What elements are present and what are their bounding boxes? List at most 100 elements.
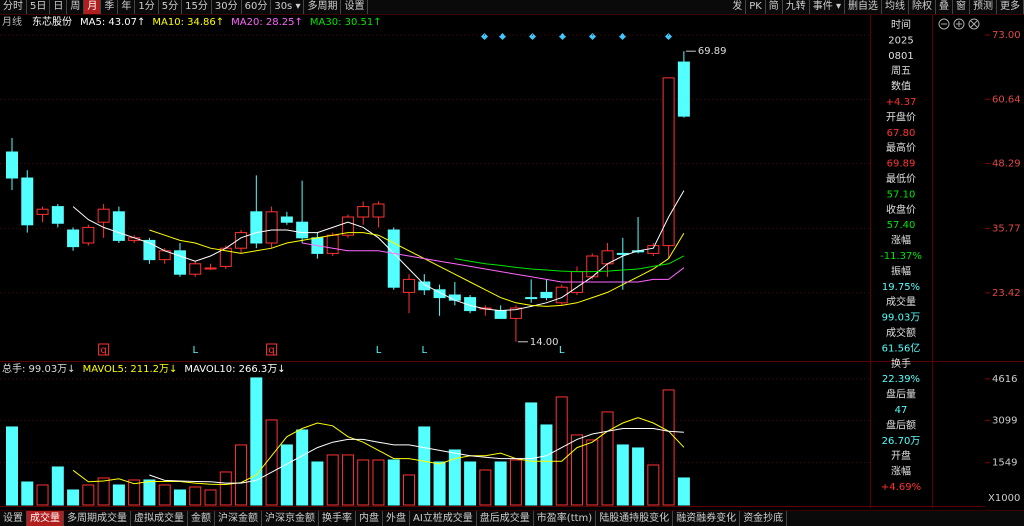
tool-button[interactable]: 简: [766, 0, 783, 14]
period-button[interactable]: 多周期: [304, 0, 342, 14]
stock-name: 东芯股份: [32, 15, 72, 28]
period-button[interactable]: 15分: [182, 0, 212, 14]
tab[interactable]: 换手率: [319, 511, 356, 526]
info-text: 22.39%: [882, 374, 920, 385]
period-button[interactable]: 周: [67, 0, 85, 14]
volume-bar: [51, 466, 64, 506]
candle-body: [36, 208, 49, 215]
volume-bar: [173, 489, 186, 506]
tab[interactable]: 外盘: [383, 511, 410, 526]
volume-bar: [570, 434, 583, 506]
period-button[interactable]: 1分: [135, 0, 159, 14]
volume-bar: [509, 459, 522, 506]
period-button[interactable]: 5日: [27, 0, 51, 14]
info-text: 最低价: [886, 172, 916, 185]
info-text: 涨幅: [891, 465, 911, 478]
legend-item: MA5: 43.07↑: [80, 17, 145, 28]
volume-bar: [311, 461, 324, 506]
info-text: 涨幅: [891, 234, 911, 247]
info-text: 47: [895, 405, 908, 416]
period-button[interactable]: 年: [118, 0, 136, 14]
period-button[interactable]: 日: [50, 0, 68, 14]
volume-bar: [341, 454, 354, 506]
volume-bar: [647, 464, 660, 506]
tab[interactable]: 市盈率(ttm): [534, 511, 597, 526]
volume-bar: [479, 469, 492, 506]
y-tick-label: 4616: [992, 374, 1017, 385]
tab[interactable]: 金额: [188, 511, 215, 526]
period-button[interactable]: 5分: [159, 0, 183, 14]
tool-button[interactable]: 窗: [953, 0, 970, 14]
tool-button[interactable]: 预测: [970, 0, 997, 14]
tool-button[interactable]: 九转: [783, 0, 810, 14]
panel-icons[interactable]: [938, 18, 980, 30]
signal-label: L: [422, 345, 428, 356]
tool-button[interactable]: 均线: [882, 0, 909, 14]
volume-bar: [21, 481, 34, 506]
signal-diamonds: [480, 32, 673, 41]
tab[interactable]: 内盘: [356, 511, 383, 526]
signal-label: L: [192, 345, 198, 356]
info-text: 19.75%: [882, 282, 920, 293]
legend-item: MA30: 30.51↑: [310, 17, 382, 28]
info-text: 收盘价: [886, 203, 916, 216]
period-button[interactable]: 60分: [242, 0, 272, 14]
ma-line: [72, 417, 685, 486]
tool-button[interactable]: 发: [729, 0, 747, 14]
candle-body: [204, 267, 217, 270]
tab[interactable]: 融资融券变化: [673, 511, 741, 526]
volume-bar: [418, 426, 431, 506]
volume-bar: [357, 459, 370, 506]
tab[interactable]: AI立桩成交量: [410, 511, 477, 526]
tool-button[interactable]: 事件 ▾: [810, 0, 845, 14]
period-button[interactable]: 30s ▾: [271, 0, 305, 14]
tab[interactable]: 沪深京金额: [262, 511, 319, 526]
volume-bar: [112, 484, 125, 506]
tool-button[interactable]: 更多: [997, 0, 1024, 14]
volume-bar: [326, 454, 339, 506]
info-text: 26.70万: [882, 436, 921, 447]
tool-button[interactable]: PK: [746, 0, 766, 14]
tab[interactable]: 多周期成交量: [64, 511, 131, 526]
volume-bar: [296, 429, 309, 506]
info-text: 数值: [891, 80, 911, 93]
tool-button[interactable]: 删自选: [845, 0, 882, 14]
tab[interactable]: 设置: [0, 511, 27, 526]
volume-bar: [540, 424, 553, 506]
candle-body: [540, 291, 553, 299]
info-text: 振幅: [891, 264, 911, 277]
candle-body: [143, 239, 156, 261]
period-button[interactable]: 设置: [341, 0, 369, 14]
info-text: 2025: [888, 35, 913, 46]
volume-bar: [387, 459, 400, 506]
period-button[interactable]: 分时: [0, 0, 27, 14]
period-button[interactable]: 30分: [212, 0, 242, 14]
volume-bar: [372, 459, 385, 506]
volume-bar: [632, 447, 645, 506]
tab[interactable]: 沪深金额: [215, 511, 262, 526]
volume-bar: [67, 489, 80, 506]
info-text: 99.03万: [882, 313, 921, 324]
tool-button[interactable]: 除权: [909, 0, 936, 14]
tab[interactable]: 虚拟成交量: [131, 511, 188, 526]
candle-body: [341, 216, 354, 236]
volume-bar: [219, 471, 232, 506]
tab[interactable]: 陆股通持股变化: [596, 511, 674, 526]
info-text: 67.80: [887, 128, 916, 139]
y-tick-label: 1549: [992, 458, 1017, 469]
tab[interactable]: 成交量: [27, 511, 64, 526]
info-text: 最高价: [886, 141, 916, 154]
y-tick-label: 23.42: [992, 288, 1021, 299]
candle-body: [418, 281, 431, 291]
tab[interactable]: 盘后成交量: [477, 511, 534, 526]
tab[interactable]: 资金抄底: [740, 511, 788, 526]
tool-button[interactable]: 叠: [936, 0, 953, 14]
legend-item: MAVOL5: 211.2万↓: [83, 364, 178, 375]
period-button[interactable]: 季: [101, 0, 119, 14]
signal-label: q: [268, 345, 274, 356]
volume-bar: [662, 389, 675, 506]
candle-body: [97, 208, 110, 223]
candle-body: [387, 229, 400, 288]
period-button[interactable]: 月: [84, 0, 102, 14]
